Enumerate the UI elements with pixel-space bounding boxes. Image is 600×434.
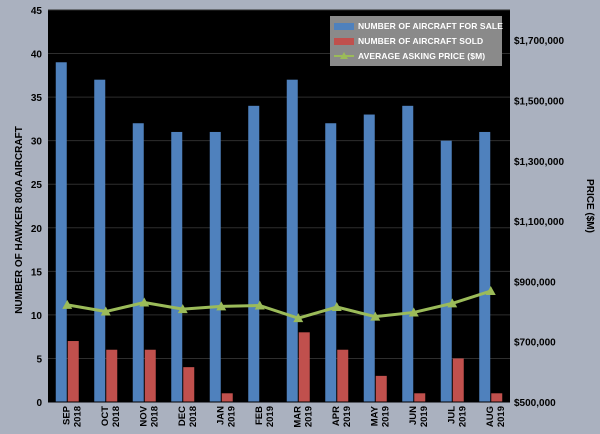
price-marker (293, 313, 304, 323)
price-marker (331, 302, 342, 312)
x-tick-label: OCT2018 (100, 406, 122, 427)
y-tick-label: 45 (31, 6, 43, 17)
x-tick-label: AUG2019 (485, 406, 507, 427)
y-tick-label: 5 (36, 354, 42, 365)
plot-area (48, 10, 510, 402)
price-marker (62, 299, 73, 309)
bar-sold (298, 332, 310, 402)
legend-item-asking-price: AVERAGE ASKING PRICE ($M) (334, 49, 485, 63)
x-tick-label: MAR2019 (292, 406, 314, 428)
price-marker (139, 297, 150, 307)
bar-sold (452, 358, 464, 402)
y2-tick-label: $1,100,000 (514, 217, 564, 228)
legend-swatch-for-sale (334, 22, 354, 30)
legend-swatch-sold (334, 37, 354, 45)
y-tick-label: 30 (31, 137, 43, 148)
price-marker (370, 311, 381, 321)
bar-sold (183, 367, 195, 402)
y2-tick-label: $1,300,000 (514, 157, 564, 168)
x-tick-label: JAN2019 (215, 406, 237, 427)
x-tick-label: JUL2019 (446, 406, 468, 427)
legend-label-sold: NUMBER OF AIRCRAFT SOLD (358, 36, 484, 46)
bar-sold (375, 375, 387, 402)
y-tick-label: 40 (31, 50, 43, 61)
price-line (66, 289, 492, 320)
y2-tick-label: $700,000 (514, 338, 556, 349)
y-tick-label: 10 (31, 311, 43, 322)
x-tick-label: MAY2019 (369, 405, 391, 427)
bar-sold (337, 349, 349, 402)
legend-line-asking-price (334, 52, 354, 60)
bar-for-sale (171, 131, 183, 402)
x-tick-label: SEP2018 (61, 405, 83, 427)
bar-sold (221, 393, 233, 402)
bar-for-sale (94, 79, 106, 402)
x-tick-label: NOV2018 (138, 405, 160, 427)
bar-for-sale (209, 131, 221, 402)
bar-for-sale (55, 62, 67, 403)
legend-label-for-sale: NUMBER OF AIRCRAFT FOR SALE (358, 21, 503, 31)
bar-for-sale (325, 123, 337, 402)
bar-sold (491, 393, 503, 402)
price-marker (254, 300, 265, 310)
y2-tick-label: $1,700,000 (514, 36, 564, 47)
legend-item-for-sale: NUMBER OF AIRCRAFT FOR SALE (334, 19, 503, 33)
bar-sold (144, 349, 156, 402)
bar-for-sale (248, 105, 260, 403)
price-marker (216, 301, 227, 311)
x-tick-label: JUN2019 (408, 406, 430, 427)
price-marker (485, 286, 496, 296)
y-axis-title: NUMBER OF HAWKER 800A AIRCRAFT (14, 126, 25, 314)
y2-tick-label: $1,500,000 (514, 96, 564, 107)
y-tick-label: 20 (31, 224, 43, 235)
legend-item-sold: NUMBER OF AIRCRAFT SOLD (334, 34, 483, 48)
bar-for-sale (363, 114, 375, 403)
bar-sold (67, 341, 79, 402)
legend-label-asking-price: AVERAGE ASKING PRICE ($M) (358, 51, 486, 61)
x-tick-label: DEC2018 (177, 406, 199, 427)
y2-axis-title: PRICE ($M) (584, 179, 595, 233)
bar-for-sale (440, 140, 452, 402)
bar-sold (414, 393, 426, 402)
y-tick-label: 35 (31, 93, 43, 104)
bar-for-sale (479, 131, 491, 402)
price-marker (177, 304, 188, 314)
price-marker (408, 307, 419, 317)
legend: NUMBER OF AIRCRAFT FOR SALE NUMBER OF AI… (330, 16, 503, 66)
y-tick-label: 15 (31, 267, 43, 278)
bar-for-sale (402, 105, 414, 403)
x-tick-label: APR2019 (331, 406, 353, 427)
bar-for-sale (286, 79, 298, 402)
y2-tick-label: $900,000 (514, 277, 556, 288)
y-tick-label: 25 (31, 180, 43, 191)
bar-sold (106, 349, 118, 402)
price-marker (100, 306, 111, 316)
y2-tick-label: $500,000 (514, 398, 556, 409)
y-tick-label: 0 (36, 398, 42, 409)
x-tick-label: FEB2019 (254, 406, 276, 427)
bar-for-sale (132, 123, 144, 402)
price-marker (447, 298, 458, 308)
